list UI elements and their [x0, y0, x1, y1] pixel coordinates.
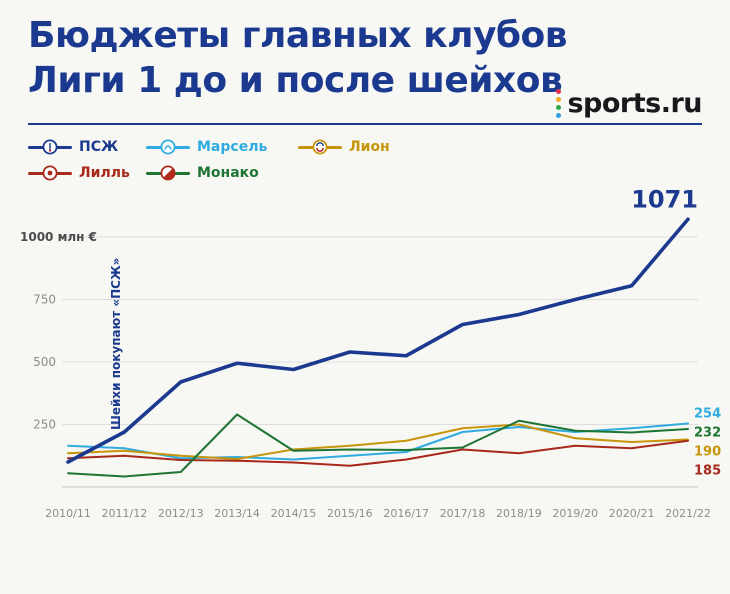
- x-tick-label: 2010/11: [45, 507, 91, 520]
- monaco-crest-icon: [160, 165, 176, 181]
- legend-swatch: [28, 139, 72, 155]
- logo-dot: [556, 105, 562, 110]
- marseille-crest-icon: [160, 139, 176, 155]
- y-tick-label: 250: [33, 418, 56, 432]
- x-tick-label: 2013/14: [214, 507, 260, 520]
- x-tick-label: 2017/18: [440, 507, 486, 520]
- x-tick-label: 2016/17: [383, 507, 429, 520]
- legend-swatch: [298, 139, 342, 155]
- legend-label: Марсель: [197, 139, 268, 156]
- x-tick-label: 2019/20: [552, 507, 598, 520]
- sports-ru-logo-text: sports.ru: [567, 88, 702, 119]
- legend-swatch: [146, 139, 190, 155]
- y-tick-label: 500: [33, 355, 56, 369]
- chart-legend: ПСЖ Марсель Лион Лилль: [0, 125, 470, 183]
- series-line-3: [67, 413, 689, 478]
- y-tick-label: 750: [33, 293, 56, 307]
- page-title: Бюджеты главных клубов Лиги 1 до и после…: [28, 14, 702, 103]
- annotation-sheikhs-buy-psg: Шейхи покупают «ПСЖ»: [109, 258, 123, 430]
- budget-line-chart: 250 500 750 1000 млн € 2010/11 2011/12 2012/13…: [20, 187, 721, 520]
- legend-item-monaco: Монако: [146, 165, 298, 181]
- series-end-label-psg: 1071: [631, 187, 698, 213]
- series-end-label: 185: [694, 464, 721, 479]
- sports-ru-logo: sports.ru: [556, 88, 702, 119]
- header: Бюджеты главных клубов Лиги 1 до и после…: [0, 0, 730, 119]
- x-tick-label: 2020/21: [609, 507, 655, 520]
- lyon-crest-icon: [312, 139, 328, 155]
- series-line-1: [67, 423, 689, 461]
- legend-item-psg: ПСЖ: [28, 139, 146, 155]
- series-line-2: [67, 440, 689, 467]
- legend-item-lyon: Лион: [298, 139, 458, 155]
- y-axis-unit-label: 1000 млн €: [20, 230, 97, 244]
- x-tick-label: 2012/13: [158, 507, 204, 520]
- page-title-line2: Лиги 1 до и после шейхов: [28, 59, 563, 101]
- psg-crest-icon: [42, 139, 58, 155]
- x-tick-label: 2021/22: [665, 507, 711, 520]
- x-tick-label: 2011/12: [102, 507, 148, 520]
- logo-dot: [556, 89, 562, 94]
- legend-item-marseille: Марсель: [146, 139, 298, 155]
- series-line-4: [66, 217, 690, 465]
- x-tick-label: 2018/19: [496, 507, 542, 520]
- series-end-label: 190: [694, 445, 721, 460]
- legend-label: ПСЖ: [79, 139, 119, 156]
- page-title-line1: Бюджеты главных клубов: [28, 15, 568, 56]
- series-end-label: 232: [694, 426, 721, 441]
- legend-label: Лилль: [79, 165, 130, 182]
- legend-swatch: [146, 165, 190, 181]
- legend-label: Монако: [197, 165, 259, 182]
- sports-ru-dots-icon: [556, 89, 562, 118]
- series-end-label: 254: [694, 407, 721, 422]
- logo-dot: [556, 113, 562, 118]
- legend-swatch: [28, 165, 72, 181]
- lille-crest-icon: [42, 165, 58, 181]
- legend-item-lille: Лилль: [28, 165, 146, 181]
- header-divider: [28, 123, 702, 126]
- legend-label: Лион: [349, 139, 390, 156]
- logo-dot: [556, 97, 562, 102]
- x-tick-label: 2014/15: [271, 507, 317, 520]
- x-tick-label: 2015/16: [327, 507, 373, 520]
